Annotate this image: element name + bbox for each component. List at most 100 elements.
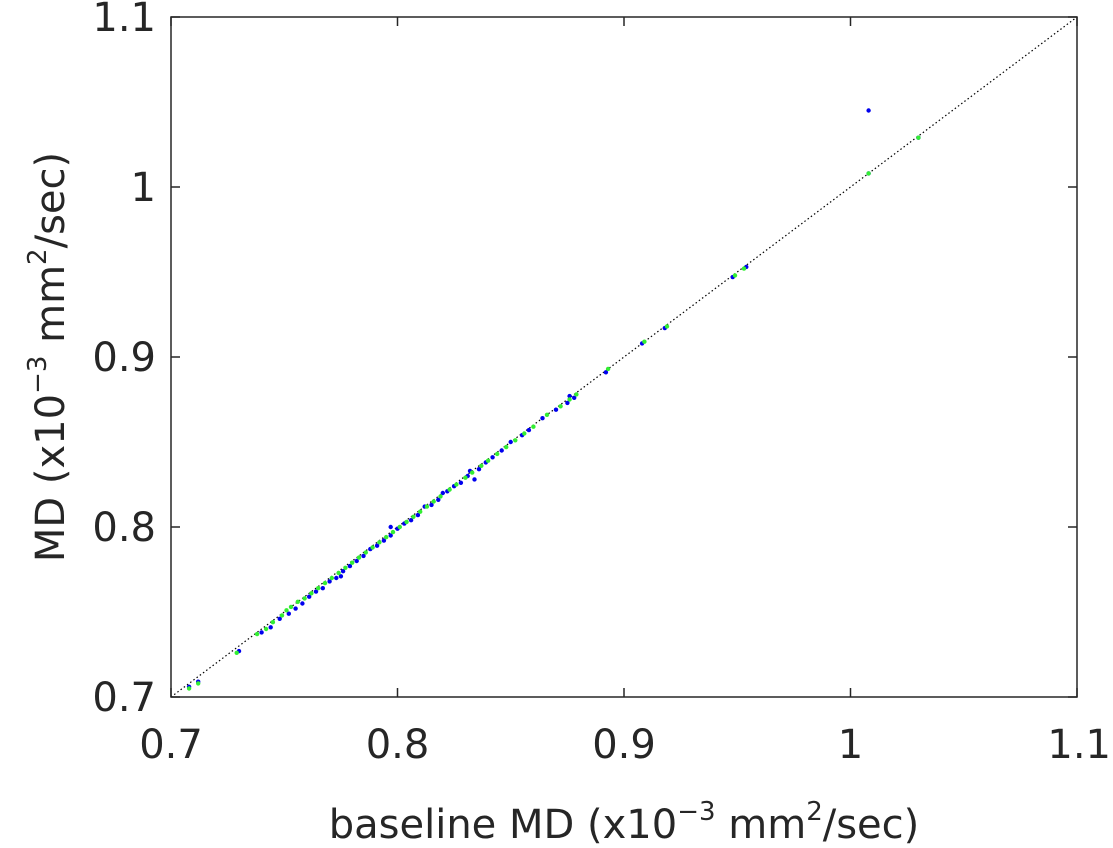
data-point-series-2 <box>567 397 572 402</box>
data-point-series-2 <box>544 412 550 417</box>
data-point-series-2 <box>377 540 382 545</box>
identity-line <box>170 16 1078 698</box>
data-point-series-2 <box>370 545 375 550</box>
data-point-series-2 <box>470 470 475 475</box>
data-point-series-1 <box>436 497 441 502</box>
x-axis-label-suffix: /sec) <box>823 802 920 848</box>
data-point-series-2 <box>390 529 396 535</box>
data-point-series-2 <box>454 482 459 487</box>
data-point-series-2 <box>343 565 348 570</box>
x-tick-label: 1 <box>838 722 863 768</box>
data-point-series-2 <box>356 555 362 560</box>
data-point-series-2 <box>463 475 468 480</box>
data-point-series-1 <box>565 400 570 406</box>
data-point-series-2 <box>316 586 321 591</box>
data-point-series-2 <box>513 438 518 443</box>
data-point-series-1 <box>307 594 312 599</box>
y-tick-label: 1 <box>131 165 156 211</box>
data-point-series-1 <box>374 543 380 548</box>
data-point-series-2 <box>916 135 921 140</box>
x-axis-label-middle: mm <box>716 802 807 848</box>
data-point-series-2 <box>664 324 670 329</box>
data-point-series-1 <box>268 625 273 630</box>
data-point-series-2 <box>322 580 328 586</box>
data-point-series-1 <box>572 395 577 400</box>
data-point-series-1 <box>540 416 545 421</box>
data-point-series-2 <box>284 608 289 613</box>
data-point-series-1 <box>300 601 305 606</box>
data-point-series-2 <box>384 535 389 540</box>
data-point-series-1 <box>415 512 421 518</box>
data-point-series-2 <box>397 524 402 530</box>
data-point-series-2 <box>642 339 647 344</box>
y-tick-label: 0.8 <box>92 505 156 551</box>
data-point-series-2 <box>350 560 355 565</box>
data-point-series-1 <box>286 611 291 616</box>
data-point-series-2 <box>438 494 443 499</box>
data-point-series-2 <box>234 650 239 655</box>
y-axis-label-exp1: −3 <box>23 356 53 394</box>
data-point-series-2 <box>522 431 527 436</box>
data-point-series-2 <box>485 458 491 463</box>
data-point-series-2 <box>479 463 484 468</box>
data-point-series-1 <box>388 524 393 530</box>
y-tick-label: 0.7 <box>92 675 156 721</box>
x-tick-label: 1.1 <box>1047 722 1111 768</box>
data-point-series-2 <box>196 681 201 686</box>
data-point-series-2 <box>411 514 416 519</box>
data-point-series-1 <box>347 563 353 569</box>
x-tick-label: 0.9 <box>592 722 656 768</box>
data-point-series-1 <box>553 407 559 412</box>
data-point-series-2 <box>531 424 536 429</box>
data-point-series-2 <box>418 509 423 514</box>
x-tick-label: 0.8 <box>366 722 430 768</box>
data-point-series-2 <box>732 273 738 278</box>
data-point-series-2 <box>186 686 192 691</box>
data-point-series-1 <box>340 569 346 574</box>
data-point-series-1 <box>338 574 344 579</box>
data-point-series-2 <box>263 626 269 632</box>
data-point-series-1 <box>567 393 572 399</box>
data-point-series-1 <box>293 606 298 611</box>
data-point-series-1 <box>313 589 319 594</box>
data-point-series-1 <box>361 553 366 559</box>
data-point-series-1 <box>277 616 282 621</box>
data-point-series-2 <box>336 570 341 576</box>
data-point-series-1 <box>388 533 393 538</box>
data-point-series-1 <box>429 502 434 508</box>
x-tick-label: 0.7 <box>139 722 203 768</box>
data-point-series-1 <box>603 370 609 375</box>
y-axis-label-exp2: 2 <box>23 248 53 265</box>
data-point-series-1 <box>327 579 332 584</box>
y-axis-label: MD (x10−3 mm2/sec) <box>23 152 74 562</box>
data-point-series-1 <box>259 630 264 635</box>
data-point-series-1 <box>458 480 464 485</box>
data-point-series-2 <box>295 599 300 604</box>
data-point-series-2 <box>447 487 452 492</box>
data-point-series-2 <box>363 550 368 555</box>
y-axis-label-middle: mm <box>28 265 74 356</box>
data-point-series-1 <box>490 455 495 460</box>
data-point-series-2 <box>309 591 314 596</box>
y-tick-label: 0.9 <box>92 335 156 381</box>
x-axis-label-prefix: baseline MD (x10 <box>329 802 677 848</box>
data-point-series-1 <box>354 558 359 564</box>
data-point-series-1 <box>866 108 871 113</box>
data-point-series-2 <box>431 499 436 504</box>
data-point-series-2 <box>288 604 294 610</box>
x-axis-label-exp1: −3 <box>677 797 715 827</box>
data-point-series-2 <box>270 620 276 625</box>
data-point-series-1 <box>476 467 482 472</box>
data-point-series-1 <box>526 427 532 433</box>
data-point-series-1 <box>440 490 445 496</box>
data-point-series-2 <box>302 596 307 601</box>
data-point-series-2 <box>866 171 871 176</box>
data-point-series-1 <box>472 477 477 482</box>
y-axis-label-suffix: /sec) <box>28 152 74 249</box>
data-point-series-1 <box>408 518 414 523</box>
x-axis-label-exp2: 2 <box>806 797 823 827</box>
data-point-series-2 <box>424 504 430 509</box>
data-point-series-2 <box>404 519 409 525</box>
data-point-series-2 <box>574 392 579 397</box>
data-point-series-2 <box>254 631 260 637</box>
